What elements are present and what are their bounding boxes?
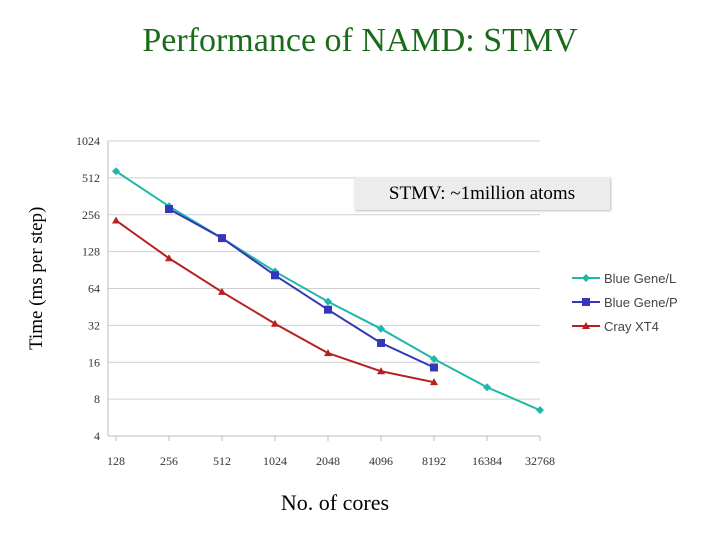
- legend-marker: [582, 298, 590, 306]
- y-tick-label: 1024: [76, 134, 100, 148]
- x-axis-label: No. of cores: [280, 490, 390, 515]
- legend-marker: [582, 274, 590, 282]
- data-point: [112, 167, 120, 176]
- data-point: [377, 367, 385, 375]
- legend-label: Blue Gene/P: [604, 295, 678, 310]
- x-tick-label: 8192: [422, 454, 446, 468]
- y-tick-label: 16: [88, 355, 100, 369]
- slide-title: Performance of NAMD: STMV: [142, 22, 578, 59]
- y-tick-label: 64: [88, 282, 100, 296]
- chart-annotation: STMV: ~1million atoms: [354, 177, 610, 210]
- x-tick-label: 1024: [263, 454, 287, 468]
- data-point: [430, 378, 438, 386]
- data-point: [218, 287, 226, 295]
- series-line: [115, 219, 435, 384]
- data-point: [430, 355, 438, 364]
- x-tick-label: 16384: [472, 454, 502, 468]
- x-tick-label: 512: [213, 454, 231, 468]
- legend-label: Blue Gene/L: [604, 271, 676, 286]
- legend-label: Cray XT4: [604, 319, 659, 334]
- legend-item: Blue Gene/L: [572, 271, 676, 286]
- data-point: [112, 216, 120, 224]
- data-point: [271, 271, 279, 280]
- data-point: [536, 406, 544, 415]
- series-line: [168, 208, 435, 369]
- data-point: [377, 338, 385, 347]
- data-point: [165, 254, 173, 262]
- x-tick-label: 4096: [369, 454, 393, 468]
- y-tick-label: 512: [82, 171, 100, 185]
- data-point: [483, 383, 491, 392]
- data-point: [377, 324, 385, 333]
- legend-item: Cray XT4: [572, 319, 659, 334]
- chart-grid: [107, 140, 540, 437]
- data-point: [324, 349, 332, 357]
- chart-legend: Blue Gene/L Blue Gene/P Cray XT4: [572, 271, 678, 334]
- chart-series: [112, 167, 544, 415]
- x-tick-label: 128: [107, 454, 125, 468]
- y-tick-label: 4: [94, 429, 100, 443]
- series-cray-xt4: [112, 216, 438, 386]
- data-point: [324, 297, 332, 306]
- data-point: [324, 305, 332, 314]
- y-tick-label: 8: [94, 392, 100, 406]
- data-point: [165, 205, 173, 214]
- y-tick-label: 256: [82, 208, 100, 222]
- series-blue-gene-p: [165, 205, 438, 372]
- x-axis-ticks: 128 256 512 1024 2048 4096 8192 16384 32768: [107, 436, 555, 468]
- y-tick-label: 128: [82, 245, 100, 259]
- data-point: [430, 363, 438, 372]
- y-axis-ticks: 4 8 16 32 64 128 256 512 1024: [76, 134, 100, 443]
- x-tick-label: 2048: [316, 454, 340, 468]
- legend-marker: [582, 322, 590, 329]
- y-tick-label: 32: [88, 318, 100, 332]
- data-point: [271, 319, 279, 327]
- x-tick-label: 256: [160, 454, 178, 468]
- y-axis-label: Time (ms per step): [26, 206, 47, 350]
- legend-item: Blue Gene/P: [572, 295, 678, 310]
- x-tick-label: 32768: [525, 454, 555, 468]
- data-point: [218, 234, 226, 243]
